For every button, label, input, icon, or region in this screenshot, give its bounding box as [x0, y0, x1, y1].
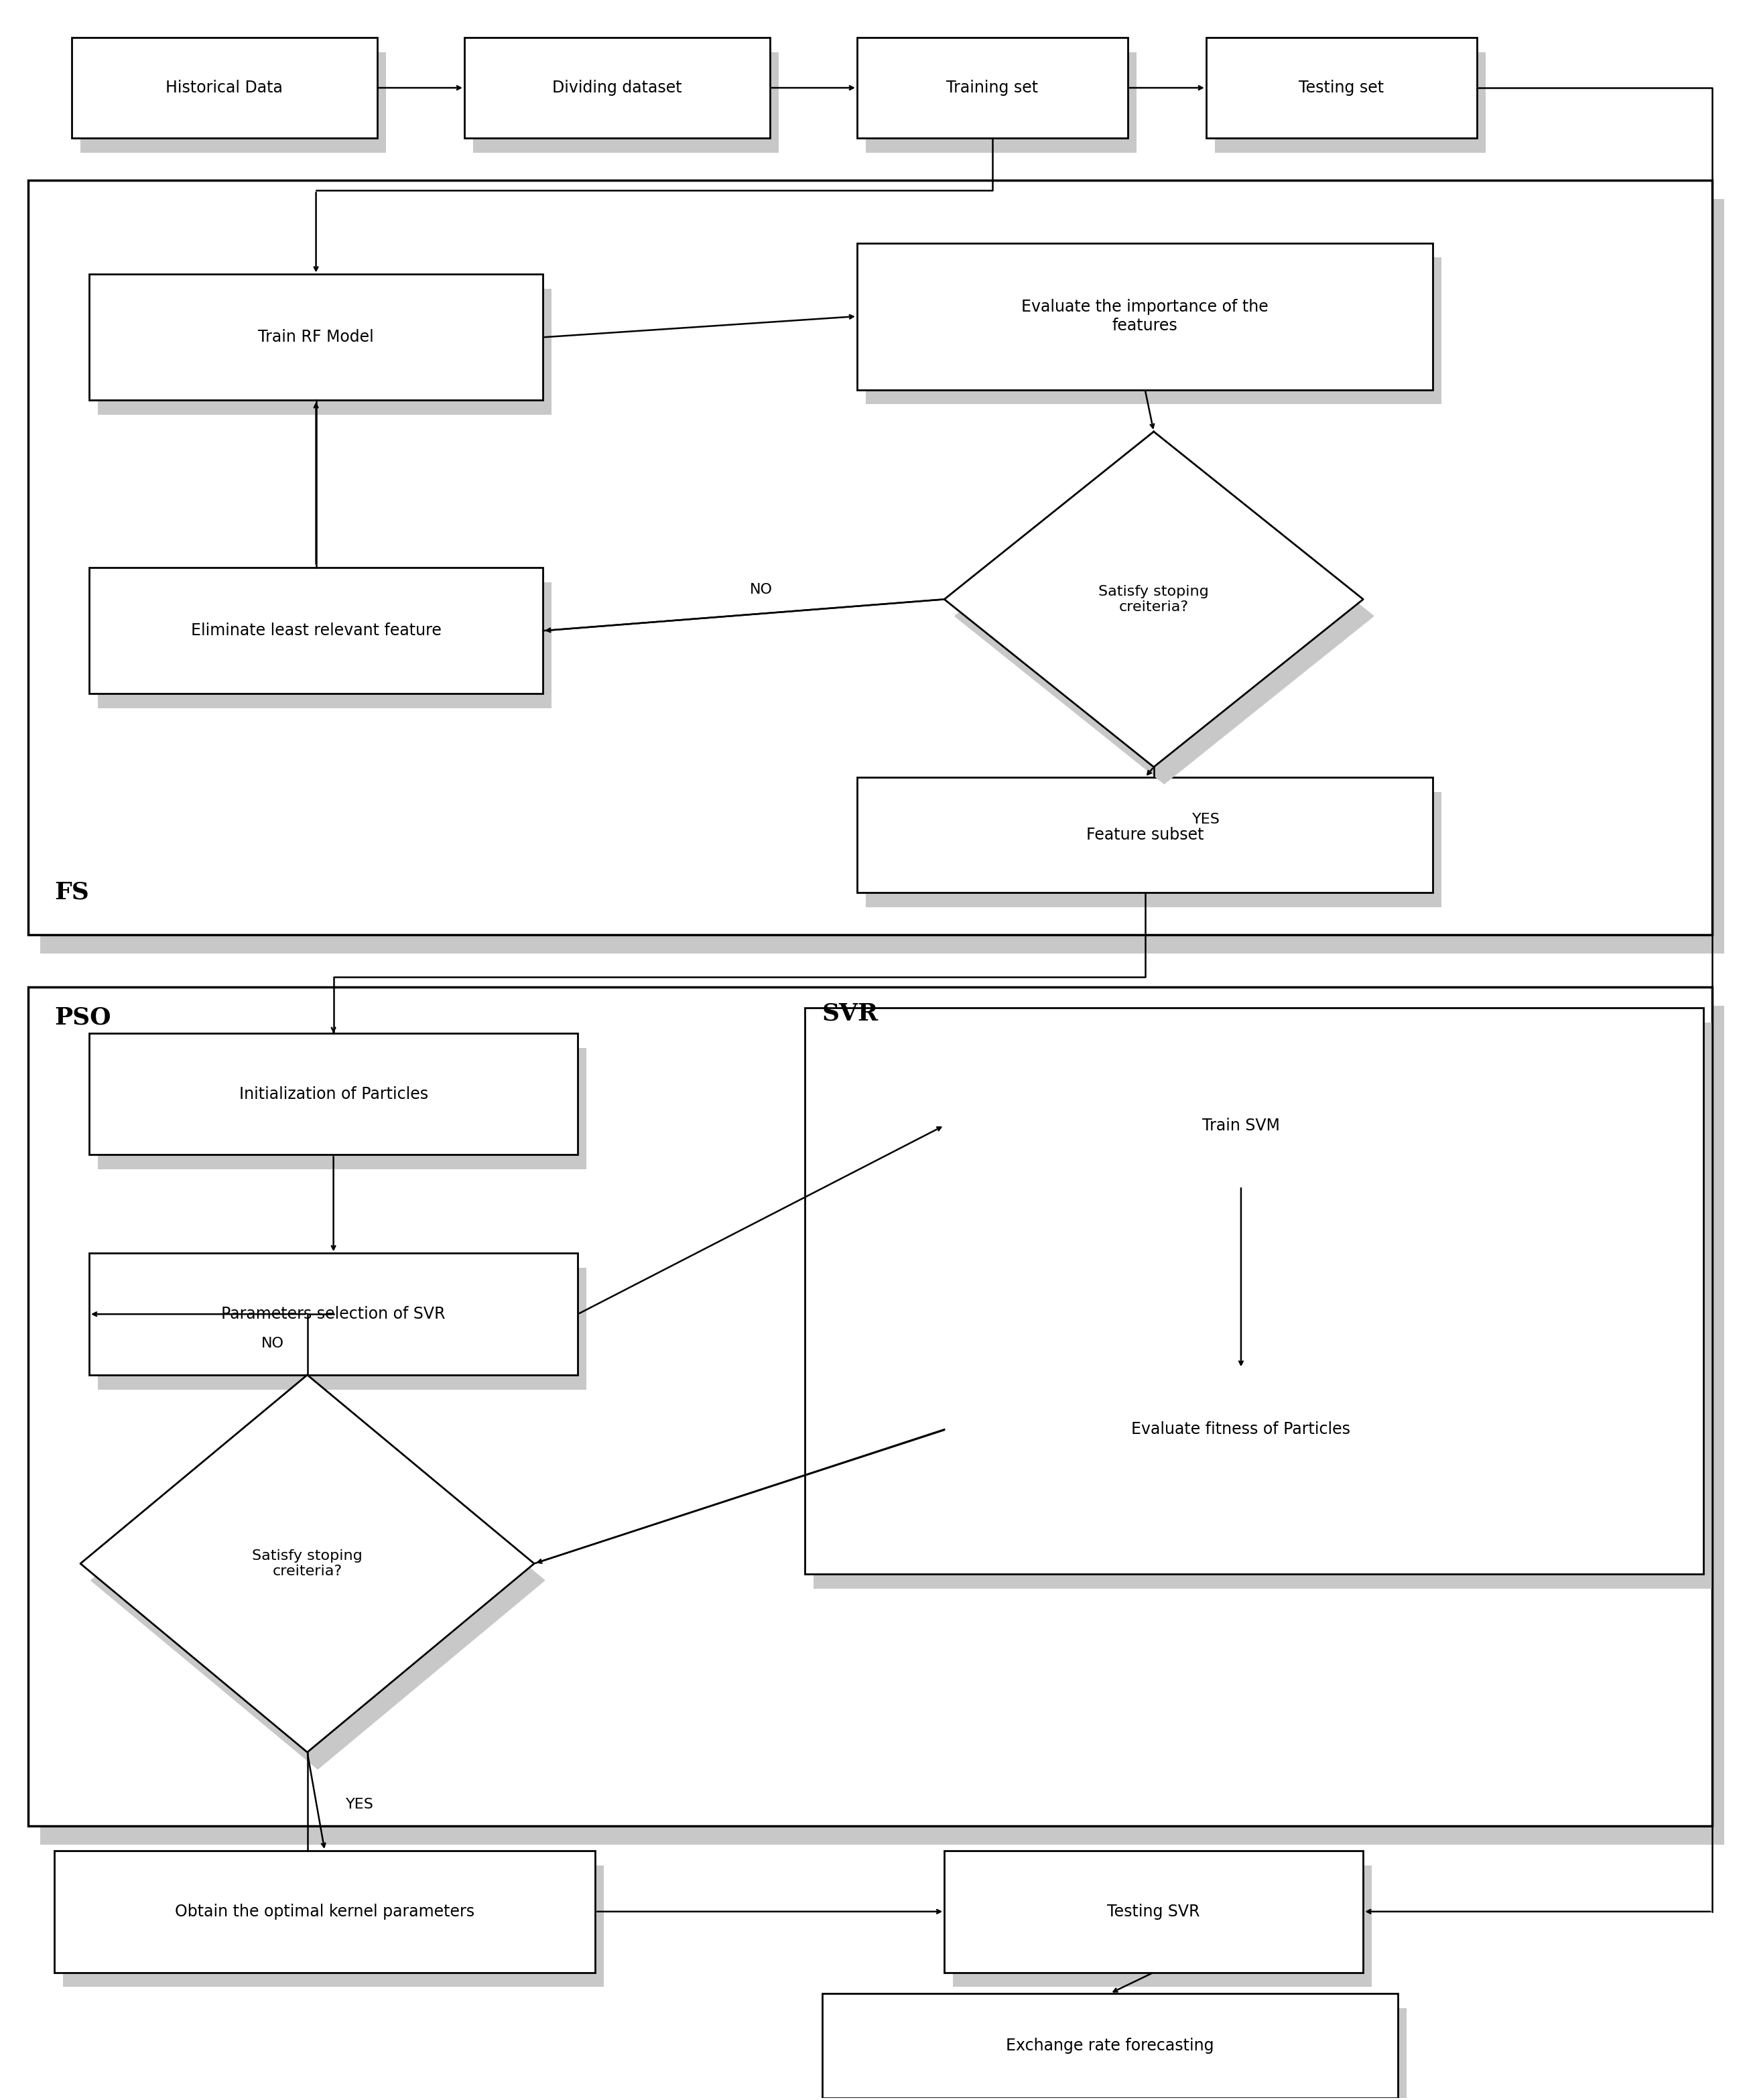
- FancyBboxPatch shape: [28, 181, 1712, 935]
- Text: Satisfy stoping
creiteria?: Satisfy stoping creiteria?: [252, 1550, 362, 1577]
- Text: FS: FS: [54, 880, 89, 903]
- Text: Train RF Model: Train RF Model: [259, 330, 374, 344]
- Text: Eliminate least relevant feature: Eliminate least relevant feature: [191, 624, 441, 638]
- Text: Testing set: Testing set: [1300, 80, 1383, 97]
- Text: Testing SVR: Testing SVR: [1107, 1903, 1200, 1919]
- Text: PSO: PSO: [54, 1006, 110, 1029]
- Text: Exchange rate forecasting: Exchange rate forecasting: [1006, 2037, 1214, 2054]
- FancyBboxPatch shape: [831, 2008, 1406, 2100]
- FancyBboxPatch shape: [72, 38, 378, 139]
- FancyBboxPatch shape: [805, 1008, 1704, 1575]
- FancyBboxPatch shape: [98, 582, 551, 708]
- FancyBboxPatch shape: [866, 792, 1441, 907]
- FancyBboxPatch shape: [813, 1023, 1712, 1590]
- FancyBboxPatch shape: [89, 1033, 577, 1155]
- FancyBboxPatch shape: [28, 987, 1712, 1825]
- FancyBboxPatch shape: [944, 1850, 1362, 1972]
- Text: Historical Data: Historical Data: [166, 80, 283, 97]
- Text: Dividing dataset: Dividing dataset: [553, 80, 682, 97]
- Polygon shape: [80, 1376, 533, 1751]
- FancyBboxPatch shape: [98, 290, 551, 416]
- FancyBboxPatch shape: [465, 38, 770, 139]
- FancyBboxPatch shape: [89, 275, 542, 401]
- FancyBboxPatch shape: [63, 1865, 603, 1987]
- Polygon shape: [944, 433, 1362, 766]
- Text: NO: NO: [750, 584, 773, 596]
- FancyBboxPatch shape: [953, 1079, 1546, 1201]
- Polygon shape: [955, 449, 1373, 783]
- FancyBboxPatch shape: [54, 1850, 595, 1972]
- FancyBboxPatch shape: [98, 1268, 586, 1390]
- FancyBboxPatch shape: [89, 1254, 577, 1376]
- FancyBboxPatch shape: [98, 1048, 586, 1170]
- FancyBboxPatch shape: [822, 1993, 1397, 2098]
- Text: Feature subset: Feature subset: [1086, 827, 1203, 844]
- FancyBboxPatch shape: [40, 1006, 1725, 1844]
- FancyBboxPatch shape: [857, 38, 1128, 139]
- FancyBboxPatch shape: [89, 567, 542, 693]
- FancyBboxPatch shape: [953, 1865, 1371, 1987]
- Text: Train SVM: Train SVM: [1202, 1117, 1280, 1134]
- FancyBboxPatch shape: [857, 777, 1432, 892]
- Text: NO: NO: [261, 1338, 283, 1350]
- Text: YES: YES: [346, 1798, 374, 1812]
- FancyBboxPatch shape: [40, 200, 1725, 953]
- FancyBboxPatch shape: [944, 1065, 1537, 1186]
- FancyBboxPatch shape: [1216, 53, 1485, 153]
- Text: Satisfy stoping
creiteria?: Satisfy stoping creiteria?: [1098, 584, 1209, 613]
- FancyBboxPatch shape: [472, 53, 778, 153]
- Polygon shape: [91, 1392, 544, 1768]
- Text: Evaluate fitness of Particles: Evaluate fitness of Particles: [1132, 1422, 1350, 1439]
- FancyBboxPatch shape: [80, 53, 387, 153]
- Text: Initialization of Particles: Initialization of Particles: [240, 1086, 429, 1103]
- Text: Evaluate the importance of the
features: Evaluate the importance of the features: [1021, 298, 1268, 334]
- FancyBboxPatch shape: [953, 1384, 1546, 1506]
- Text: Parameters selection of SVR: Parameters selection of SVR: [222, 1306, 446, 1323]
- FancyBboxPatch shape: [857, 244, 1432, 391]
- Text: YES: YES: [1193, 813, 1221, 825]
- FancyBboxPatch shape: [944, 1369, 1537, 1491]
- Text: Training set: Training set: [946, 80, 1039, 97]
- Text: Obtain the optimal kernel parameters: Obtain the optimal kernel parameters: [175, 1903, 474, 1919]
- FancyBboxPatch shape: [866, 53, 1137, 153]
- FancyBboxPatch shape: [866, 258, 1441, 405]
- FancyBboxPatch shape: [1207, 38, 1476, 139]
- Text: SVR: SVR: [822, 1002, 878, 1025]
